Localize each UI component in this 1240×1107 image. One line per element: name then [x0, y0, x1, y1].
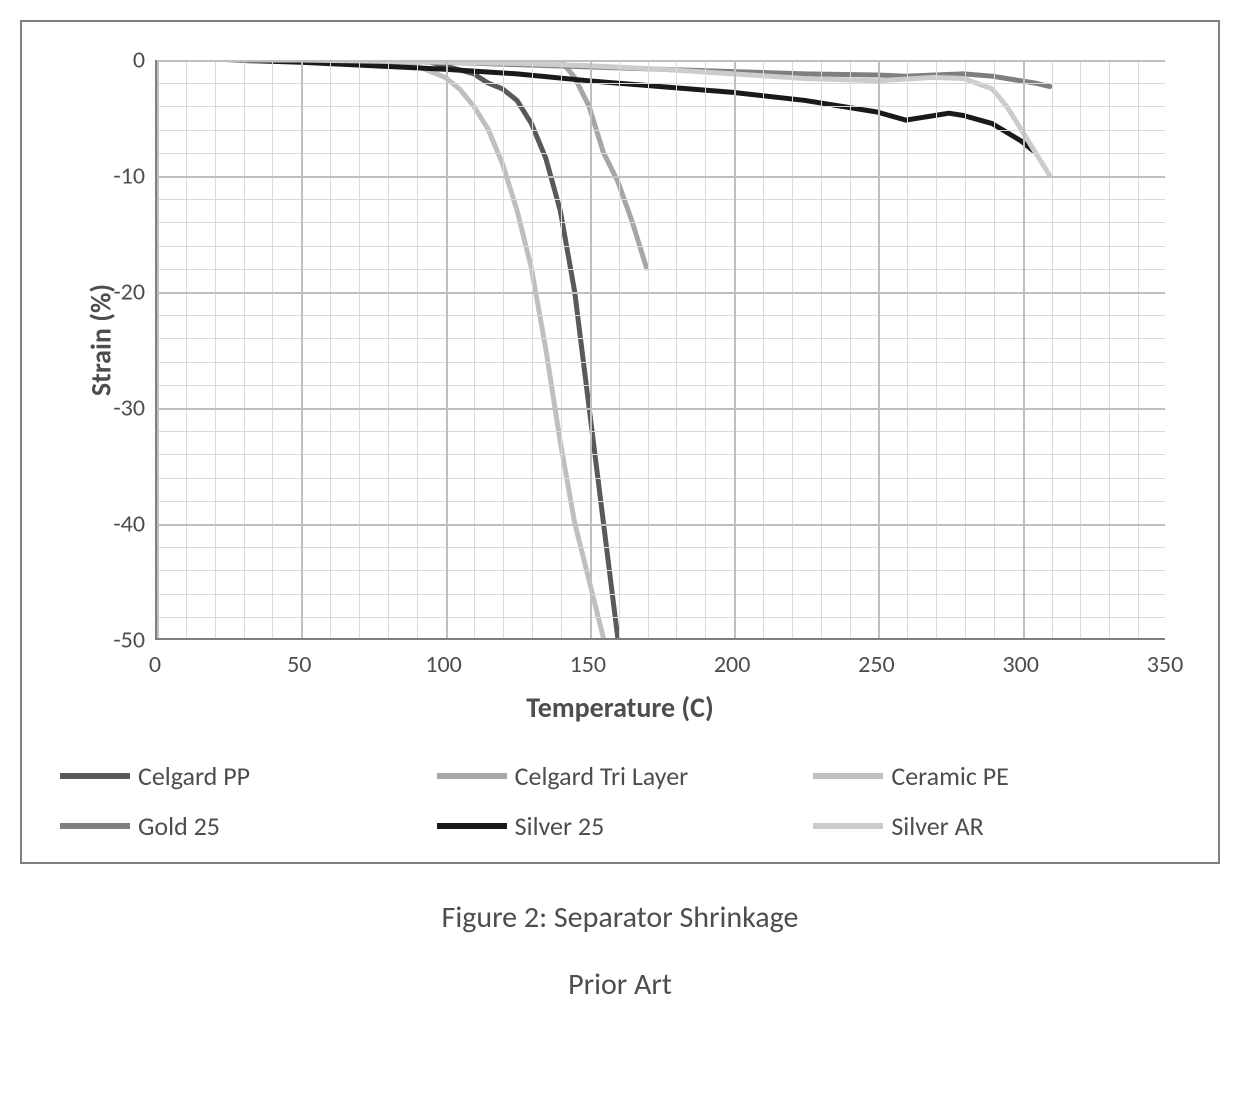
- legend-item: Silver 25: [437, 810, 804, 842]
- figure-subcaption: Prior Art: [20, 966, 1220, 1003]
- legend-label: Celgard PP: [138, 760, 250, 792]
- figure-container: Strain (%) Temperature (C) 0501001502002…: [20, 20, 1220, 1003]
- legend-swatch: [437, 773, 507, 779]
- x-tick-label: 100: [425, 650, 462, 679]
- legend-item: Silver AR: [813, 810, 1180, 842]
- y-tick-label: 0: [65, 46, 145, 75]
- legend-swatch: [437, 823, 507, 829]
- legend-label: Silver 25: [515, 810, 605, 842]
- legend-label: Celgard Tri Layer: [515, 760, 689, 792]
- x-tick-label: 350: [1147, 650, 1184, 679]
- x-tick-label: 150: [570, 650, 607, 679]
- series-line: [229, 60, 618, 638]
- legend-item: Celgard PP: [60, 760, 427, 792]
- x-tick-label: 250: [858, 650, 895, 679]
- chart-area: Strain (%) Temperature (C) 0501001502002…: [55, 40, 1185, 740]
- x-tick-label: 50: [287, 650, 311, 679]
- legend-swatch: [60, 773, 130, 779]
- y-tick-label: -10: [65, 162, 145, 191]
- legend-item: Ceramic PE: [813, 760, 1180, 792]
- legend-swatch: [813, 823, 883, 829]
- chart-box: Strain (%) Temperature (C) 0501001502002…: [20, 20, 1220, 864]
- y-tick-label: -20: [65, 278, 145, 307]
- legend-label: Silver AR: [891, 810, 983, 842]
- legend-item: Celgard Tri Layer: [437, 760, 804, 792]
- series-line: [229, 60, 647, 268]
- x-tick-label: 300: [1002, 650, 1039, 679]
- plot-inner: [157, 60, 1165, 638]
- legend-label: Gold 25: [138, 810, 220, 842]
- legend-swatch: [60, 823, 130, 829]
- y-tick-label: -50: [65, 626, 145, 655]
- figure-caption: Figure 2: Separator Shrinkage: [20, 899, 1220, 936]
- legend-swatch: [813, 773, 883, 779]
- y-tick-label: -40: [65, 510, 145, 539]
- x-tick-label: 0: [149, 650, 161, 679]
- legend-label: Ceramic PE: [891, 760, 1009, 792]
- legend-item: Gold 25: [60, 810, 427, 842]
- plot-region: [155, 60, 1165, 640]
- series-lines: [157, 60, 1165, 638]
- x-axis-label: Temperature (C): [526, 690, 713, 725]
- y-tick-label: -30: [65, 394, 145, 423]
- legend: Celgard PP Celgard Tri Layer Ceramic PE Gol…: [40, 760, 1200, 852]
- x-tick-label: 200: [714, 650, 751, 679]
